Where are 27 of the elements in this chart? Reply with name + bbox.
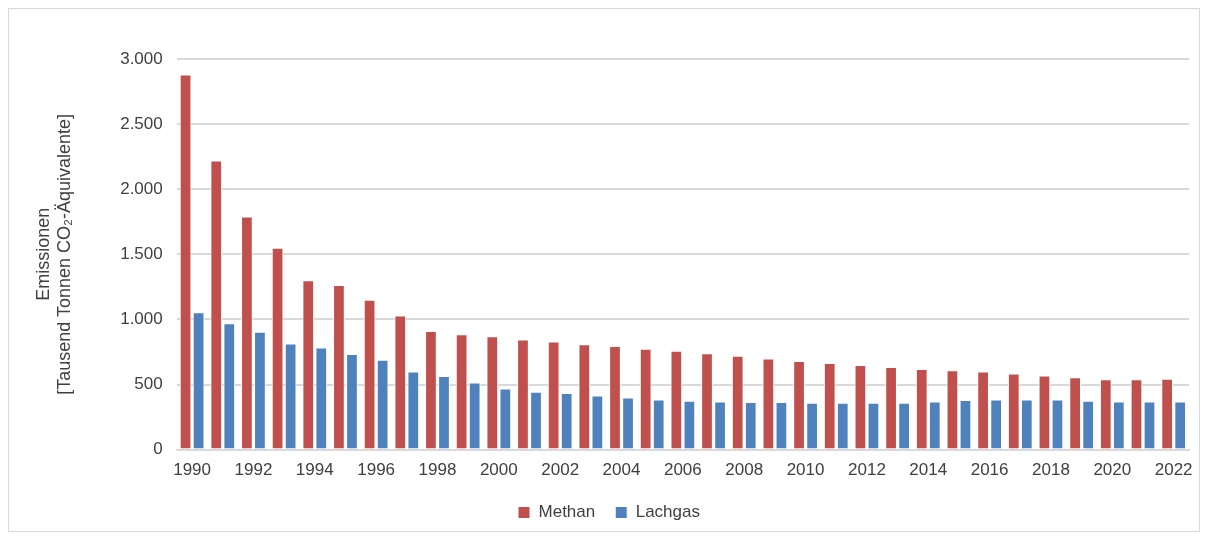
y-tick-label: 3.000 [120,48,163,68]
legend-label: Methan [538,502,596,522]
y-axis-title: Emissionen [Tausend Tonnen CO₂-Äquivalente] [32,113,75,395]
x-tick-label: 2010 [786,460,825,480]
x-tick-label: 2006 [663,460,702,480]
x-tick-label: 2012 [848,460,886,480]
x-tick-label: 1992 [234,460,273,480]
y-tick-label: 1.000 [120,309,163,329]
x-tick-label: 2008 [725,460,764,480]
y-tick-label: 500 [134,374,163,394]
x-tick-label: 1998 [418,460,457,480]
x-tick-label: 1990 [173,460,211,480]
x-tick-label: 2020 [1093,460,1132,480]
y-tick-label: 2.500 [120,113,163,133]
x-tick-label: 2022 [1154,460,1193,480]
legend-label: Lachgas [635,502,700,522]
x-tick-label: 2016 [970,460,1009,480]
y-tick-label: 1.500 [120,243,163,263]
x-tick-label: 2014 [909,460,948,480]
y-tick-label: 2.000 [120,178,163,198]
x-tick-label: 2004 [602,460,641,480]
x-tick-label: 1994 [295,460,334,480]
x-tick-label: 2018 [1032,460,1070,480]
x-tick-label: 2000 [479,460,518,480]
y-tick-label: 0 [153,439,163,459]
x-tick-label: 1996 [357,460,396,480]
x-tick-label: 2002 [541,460,580,480]
